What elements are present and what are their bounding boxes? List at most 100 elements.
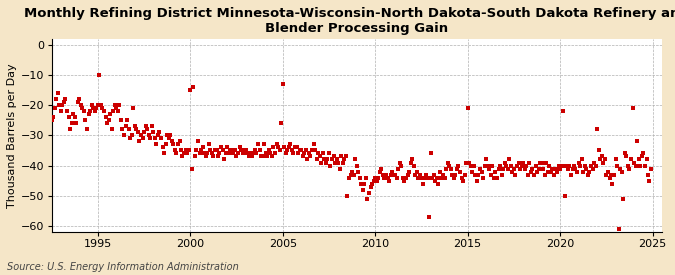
Point [86, 103, 97, 108]
Point [522, 172, 533, 177]
Point [294, 148, 305, 153]
Point [578, 169, 589, 174]
Point [111, 106, 122, 111]
Point [431, 175, 442, 180]
Point [362, 197, 373, 201]
Point [549, 172, 560, 177]
Point [144, 136, 155, 141]
Point [421, 172, 431, 177]
Point [402, 172, 413, 177]
Point [479, 163, 490, 168]
Point [273, 145, 284, 150]
Point [579, 163, 590, 168]
Point [174, 139, 185, 144]
Point [456, 175, 467, 180]
Point [177, 154, 188, 159]
Point [464, 160, 475, 165]
Point [347, 169, 358, 174]
Point [308, 142, 319, 147]
Point [61, 109, 72, 114]
Point [88, 106, 99, 111]
Point [115, 118, 126, 122]
Point [576, 157, 587, 162]
Point [538, 166, 549, 171]
Point [562, 166, 573, 171]
Point [302, 157, 313, 162]
Point [143, 133, 154, 138]
Point [216, 145, 227, 150]
Point [263, 148, 274, 153]
Point [153, 133, 163, 138]
Point [377, 172, 388, 177]
Point [267, 154, 277, 159]
Point [518, 160, 529, 165]
Point [117, 127, 128, 131]
Point [514, 166, 525, 171]
Point [566, 172, 576, 177]
Point [570, 166, 581, 171]
Point [157, 145, 168, 150]
Point [532, 169, 543, 174]
Point [484, 166, 495, 171]
Point [168, 142, 179, 147]
Title: Monthly Refining District Minnesota-Wisconsin-North Dakota-South Dakota Refinery: Monthly Refining District Minnesota-Wisc… [24, 7, 675, 35]
Point [567, 166, 578, 171]
Point [544, 163, 555, 168]
Point [508, 166, 519, 171]
Point [501, 163, 512, 168]
Point [502, 166, 513, 171]
Point [551, 169, 562, 174]
Point [481, 157, 491, 162]
Point [601, 172, 612, 177]
Point [179, 151, 190, 156]
Point [160, 142, 171, 147]
Point [339, 157, 350, 162]
Point [495, 163, 506, 168]
Point [231, 154, 242, 159]
Point [627, 106, 638, 111]
Point [288, 151, 299, 156]
Point [586, 163, 597, 168]
Point [120, 124, 131, 128]
Point [271, 142, 282, 147]
Point [459, 172, 470, 177]
Point [350, 157, 360, 162]
Point [327, 157, 338, 162]
Point [140, 124, 151, 128]
Point [418, 182, 429, 186]
Point [535, 160, 545, 165]
Point [233, 151, 244, 156]
Point [646, 166, 657, 171]
Point [112, 109, 123, 114]
Point [185, 88, 196, 92]
Point [268, 145, 279, 150]
Point [282, 148, 293, 153]
Point [475, 166, 485, 171]
Point [604, 175, 615, 180]
Point [109, 103, 120, 108]
Point [196, 148, 207, 153]
Point [616, 169, 627, 174]
Point [315, 154, 325, 159]
Point [589, 160, 599, 165]
Point [254, 148, 265, 153]
Point [581, 166, 592, 171]
Point [321, 160, 331, 165]
Point [550, 166, 561, 171]
Point [473, 172, 484, 177]
Point [165, 133, 176, 138]
Point [63, 115, 74, 119]
Point [338, 160, 348, 165]
Point [639, 163, 650, 168]
Point [439, 175, 450, 180]
Point [237, 151, 248, 156]
Point [331, 157, 342, 162]
Point [230, 148, 240, 153]
Point [319, 157, 330, 162]
Point [441, 166, 452, 171]
Point [291, 145, 302, 150]
Point [169, 148, 180, 153]
Point [122, 118, 132, 122]
Point [437, 172, 448, 177]
Point [446, 166, 456, 171]
